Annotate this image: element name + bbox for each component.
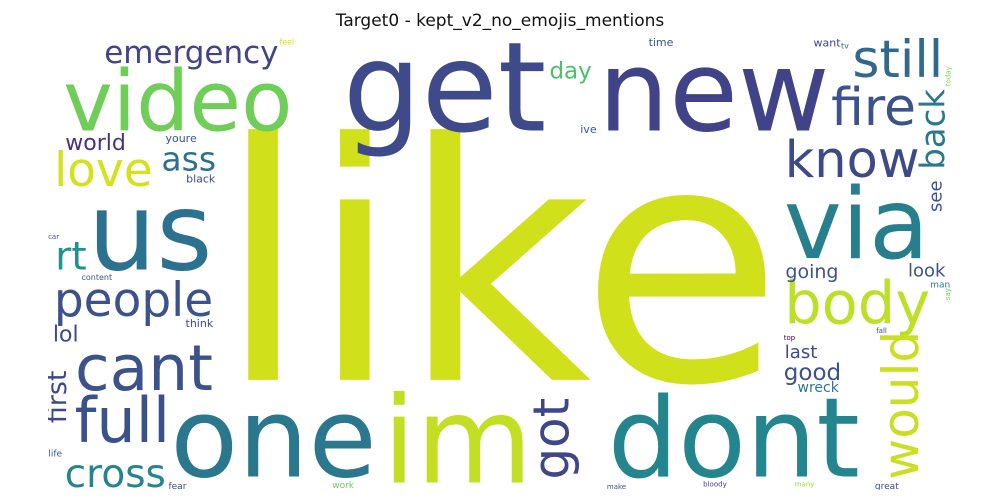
word: feel [279, 38, 294, 46]
word: via [784, 168, 929, 282]
word: would [872, 331, 930, 480]
word: time [649, 38, 674, 49]
word: one [170, 375, 377, 490]
word: video [63, 52, 292, 150]
word: life [48, 450, 62, 460]
word: last [785, 342, 817, 363]
word: see [926, 180, 947, 212]
word-cloud: like get im new dont one video via body people us c… [48, 38, 952, 490]
word: great [875, 482, 899, 490]
word: fire [831, 78, 916, 138]
word: rt [55, 234, 86, 279]
word: work [332, 481, 355, 490]
word-cloud-canvas: likegetimnewdontonevideoviabodypeopleusc… [48, 38, 952, 490]
word: cross [65, 452, 166, 490]
word: wreck [798, 380, 840, 396]
word: say [944, 288, 952, 300]
word: good [784, 360, 841, 386]
word: black [186, 172, 216, 185]
word: like [217, 74, 783, 458]
word: get [343, 38, 547, 160]
word: back [913, 89, 952, 170]
word: lol [53, 322, 79, 347]
word: fall [876, 327, 887, 335]
word: man [930, 280, 950, 290]
word: today [945, 66, 952, 86]
word: car [48, 233, 59, 241]
word: look [908, 260, 946, 281]
word: us [88, 171, 213, 296]
word: new [598, 38, 830, 157]
word: bloody [703, 480, 727, 488]
word: youre [165, 132, 196, 145]
word: top [784, 334, 796, 342]
word: cant [75, 332, 213, 405]
word: im [383, 373, 533, 490]
word: emergency [104, 38, 278, 71]
word: content [81, 273, 112, 282]
word: think [186, 317, 214, 330]
word: world [65, 131, 126, 156]
word: fear [168, 482, 186, 490]
word: tv [841, 42, 849, 51]
word: got [523, 398, 581, 480]
word: love [54, 143, 153, 198]
word: ass [161, 139, 216, 178]
word: going [785, 261, 838, 283]
word: make [607, 483, 626, 490]
word: ive [580, 123, 597, 136]
word: know [785, 131, 920, 190]
word: many [795, 480, 815, 488]
word: people [54, 273, 213, 328]
word: day [549, 59, 591, 85]
word: still [852, 38, 943, 90]
chart-title: Target0 - kept_v2_no_emojis_mentions [335, 11, 665, 31]
word: want [814, 38, 842, 50]
word: body [784, 268, 930, 337]
word: full [75, 384, 171, 457]
word: dont [608, 375, 860, 490]
word: first [48, 371, 73, 424]
